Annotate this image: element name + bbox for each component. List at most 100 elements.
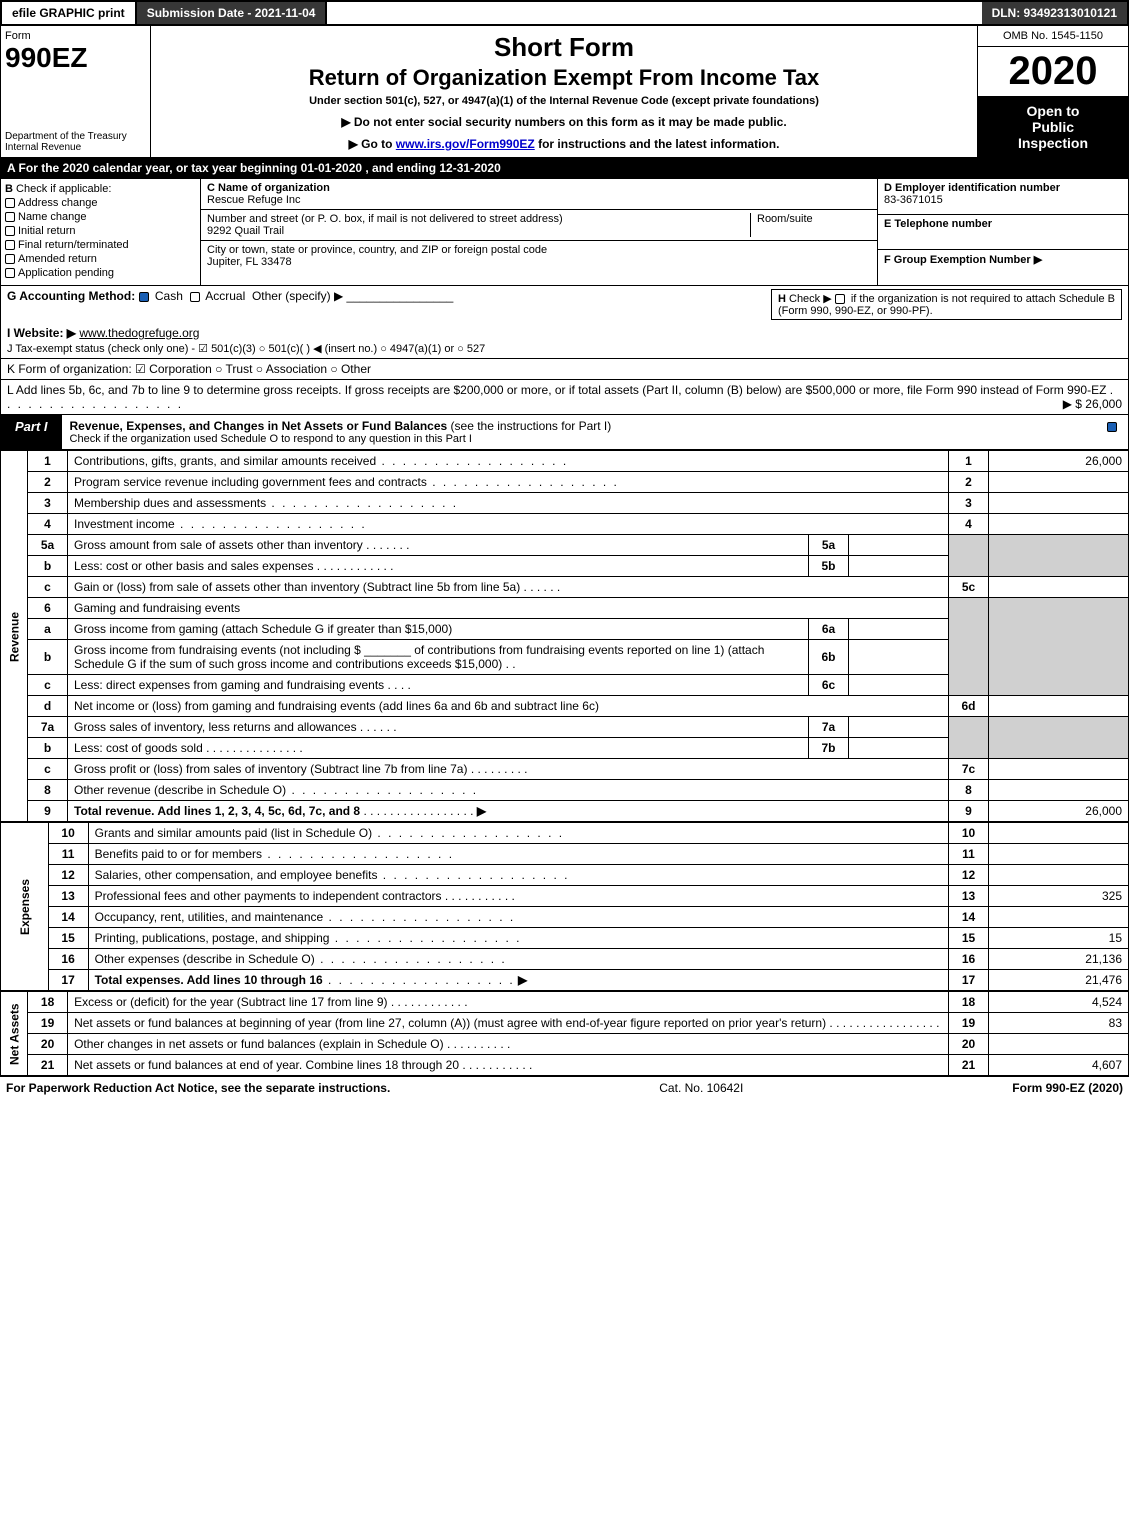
checkbox-cash-icon[interactable] xyxy=(139,292,149,302)
part-1-header: Part I Revenue, Expenses, and Changes in… xyxy=(0,415,1129,450)
line-amt xyxy=(989,493,1129,514)
line-8: 8 Other revenue (describe in Schedule O)… xyxy=(1,780,1129,801)
goto-line: ▶ Go to www.irs.gov/Form990EZ for instru… xyxy=(157,137,971,151)
line-num-r: 19 xyxy=(949,1013,989,1034)
line-num-r: 2 xyxy=(949,472,989,493)
line-1: Revenue 1 Contributions, gifts, grants, … xyxy=(1,451,1129,472)
line-num: 11 xyxy=(48,844,88,865)
part-1-tab: Part I xyxy=(1,415,62,449)
line-num: d xyxy=(28,696,68,717)
sub-amt xyxy=(849,640,949,675)
header-left: Form 990EZ Department of the Treasury In… xyxy=(1,26,151,157)
ein-row: D Employer identification number 83-3671… xyxy=(878,179,1128,215)
irs-link[interactable]: www.irs.gov/Form990EZ xyxy=(396,137,535,151)
chk-address-change[interactable]: Address change xyxy=(5,197,196,209)
line-desc: Less: cost of goods sold xyxy=(74,741,203,755)
grey-cell xyxy=(949,717,989,759)
line-num-r: 15 xyxy=(949,928,989,949)
p1-sub: Check if the organization used Schedule … xyxy=(70,433,1090,445)
line-desc: Investment income xyxy=(74,517,175,531)
line-desc: Excess or (deficit) for the year (Subtra… xyxy=(74,995,387,1009)
room-suite: Room/suite xyxy=(751,213,871,237)
line-desc: Membership dues and assessments xyxy=(74,496,266,510)
ein-value: 83-3671015 xyxy=(884,194,943,206)
line-num-r: 5c xyxy=(949,577,989,598)
line-desc: Gross income from fundraising events (no… xyxy=(74,643,361,657)
line-amt xyxy=(989,514,1129,535)
line-7a: 7a Gross sales of inventory, less return… xyxy=(1,717,1129,738)
goto-post: for instructions and the latest informat… xyxy=(535,137,780,151)
line-desc: Professional fees and other payments to … xyxy=(95,889,442,903)
line-num: 5a xyxy=(28,535,68,556)
line-num: 12 xyxy=(48,865,88,886)
line-desc: Benefits paid to or for members xyxy=(95,847,262,861)
line-num: 21 xyxy=(28,1055,68,1076)
checkbox-icon xyxy=(5,198,15,208)
dots-icon xyxy=(315,952,507,966)
line-num: c xyxy=(28,759,68,780)
line-num: c xyxy=(28,675,68,696)
dept-line1: Department of the Treasury xyxy=(5,131,127,142)
inspection-box: Open to Public Inspection xyxy=(978,97,1128,157)
line-num-r: 4 xyxy=(949,514,989,535)
line-num-r: 17 xyxy=(949,970,989,991)
line-amt: 4,607 xyxy=(989,1055,1129,1076)
website-value: www.thedogrefuge.org xyxy=(79,326,199,340)
chk-application-pending[interactable]: Application pending xyxy=(5,267,196,279)
g-accrual: Accrual xyxy=(205,289,245,303)
c-label: C Name of organization xyxy=(207,182,330,194)
chk-lbl-2: Initial return xyxy=(18,225,75,237)
line-num-r: 10 xyxy=(949,823,989,844)
line-desc: Net assets or fund balances at end of ye… xyxy=(74,1058,459,1072)
p1-title-main: Revenue, Expenses, and Changes in Net As… xyxy=(70,419,448,433)
expenses-table: Expenses 10 Grants and similar amounts p… xyxy=(0,822,1129,991)
line-amt: 26,000 xyxy=(989,801,1129,822)
chk-final-return[interactable]: Final return/terminated xyxy=(5,239,196,251)
line-desc: Total revenue. Add lines 1, 2, 3, 4, 5c,… xyxy=(74,804,360,818)
line-5c: c Gain or (loss) from sale of assets oth… xyxy=(1,577,1129,598)
city-row: City or town, state or province, country… xyxy=(201,241,877,271)
dots-icon xyxy=(377,868,569,882)
part-1-check[interactable] xyxy=(1098,415,1128,449)
line-num-r: 7c xyxy=(949,759,989,780)
chk-initial-return[interactable]: Initial return xyxy=(5,225,196,237)
grey-cell xyxy=(989,717,1129,759)
line-h-box: H Check ▶ if the organization is not req… xyxy=(771,289,1122,320)
submission-date-button[interactable]: Submission Date - 2021-11-04 xyxy=(137,2,328,24)
dots-icon xyxy=(323,910,515,924)
line-9: 9 Total revenue. Add lines 1, 2, 3, 4, 5… xyxy=(1,801,1129,822)
b-check-label: Check if applicable: xyxy=(16,183,111,195)
header-right: OMB No. 1545-1150 2020 Open to Public In… xyxy=(978,26,1128,157)
checkbox-icon xyxy=(5,268,15,278)
checkbox-h-icon[interactable] xyxy=(835,294,845,304)
sub-amt xyxy=(849,675,949,696)
sub-num: 6c xyxy=(809,675,849,696)
dots-icon xyxy=(175,517,367,531)
chk-amended-return[interactable]: Amended return xyxy=(5,253,196,265)
line-num: b xyxy=(28,738,68,759)
checkbox-checked-icon xyxy=(1107,422,1117,432)
address-row: Number and street (or P. O. box, if mail… xyxy=(201,210,877,241)
line-3: 3 Membership dues and assessments 3 xyxy=(1,493,1129,514)
checkbox-accrual-icon[interactable] xyxy=(190,292,200,302)
city-label: City or town, state or province, country… xyxy=(207,244,547,256)
chk-lbl-1: Name change xyxy=(18,211,87,223)
line-num: 8 xyxy=(28,780,68,801)
sub-amt xyxy=(849,535,949,556)
line-desc: Program service revenue including govern… xyxy=(74,475,427,489)
net-assets-table: Net Assets 18 Excess or (deficit) for th… xyxy=(0,991,1129,1076)
f-label: F Group Exemption Number ▶ xyxy=(884,254,1042,266)
l-text: L Add lines 5b, 6c, and 7b to line 9 to … xyxy=(7,383,1106,397)
chk-name-change[interactable]: Name change xyxy=(5,211,196,223)
line-num-r: 8 xyxy=(949,780,989,801)
checkbox-icon xyxy=(5,254,15,264)
dots-icon xyxy=(376,454,568,468)
dots-icon xyxy=(372,826,564,840)
efile-print-button[interactable]: efile GRAPHIC print xyxy=(2,2,137,24)
line-num-r: 6d xyxy=(949,696,989,717)
line-amt: 15 xyxy=(989,928,1129,949)
header-center: Short Form Return of Organization Exempt… xyxy=(151,26,978,157)
checkbox-icon xyxy=(5,226,15,236)
dln-label: DLN: 93492313010121 xyxy=(982,2,1127,24)
dept-treasury: Department of the Treasury Internal Reve… xyxy=(5,131,146,153)
